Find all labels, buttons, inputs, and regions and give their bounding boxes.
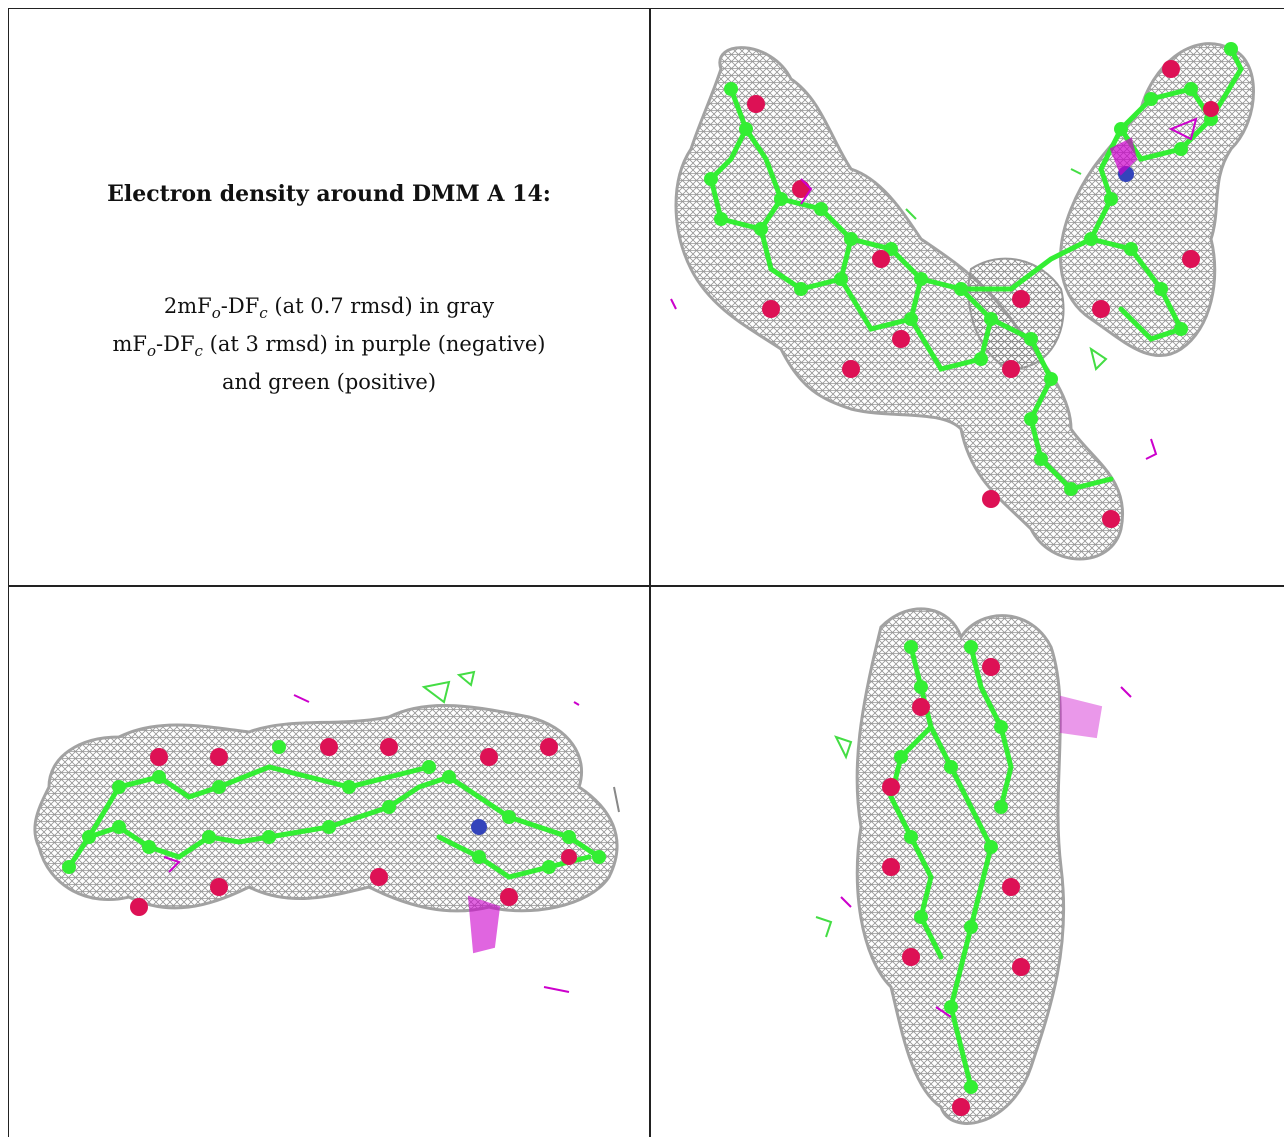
table-border-left	[8, 8, 9, 1137]
molecule-density-view-side	[33, 670, 620, 993]
view-top-right	[651, 9, 1284, 585]
oxygen-atoms	[882, 658, 1030, 1116]
molecule-density-view-end	[815, 607, 1132, 1125]
density-mesh	[855, 607, 1066, 1125]
caption-title: Electron density around DMM A 14:	[107, 181, 551, 207]
table-border-center	[649, 8, 651, 1137]
carbon-atoms	[894, 640, 1008, 1094]
caption-line-3: and green (positive)	[221, 370, 437, 395]
difference-density	[163, 670, 620, 993]
carbon-atoms	[704, 42, 1238, 496]
table-border-middle	[8, 585, 1284, 587]
view-bottom-right	[651, 587, 1284, 1137]
caption-body: 2mFo-DFc (at 0.7 rmsd) in gray mFo-DFc (…	[9, 291, 649, 398]
molecule-density-view-top	[670, 42, 1255, 561]
view-bottom-left	[9, 587, 649, 1137]
density-mesh	[33, 704, 619, 913]
difference-density	[670, 117, 1198, 460]
caption-line-1: 2mFo-DFc (at 0.7 rmsd) in gray	[163, 294, 495, 323]
table-border-top	[8, 8, 1284, 9]
nitrogen-atoms	[471, 819, 487, 835]
difference-density	[815, 686, 1132, 1018]
oxygen-atoms	[130, 738, 577, 916]
oxygen-atoms	[747, 60, 1219, 528]
carbon-atoms	[62, 740, 606, 874]
caption-cell: Electron density around DMM A 14: 2mFo-D…	[9, 9, 649, 585]
caption-line-2: mFo-DFc (at 3 rmsd) in purple (negative)	[112, 332, 546, 361]
